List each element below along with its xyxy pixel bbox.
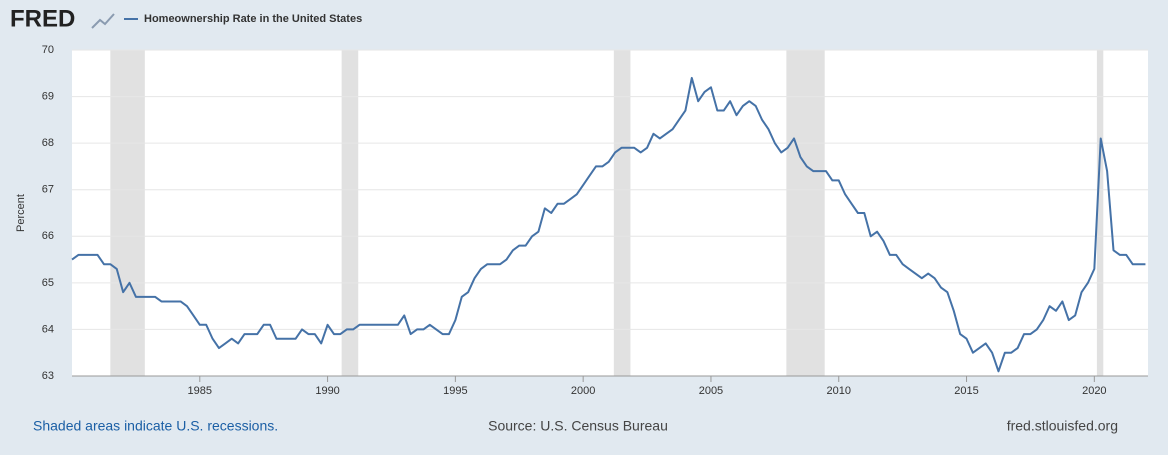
x-tick-label: 2015 xyxy=(954,385,978,397)
y-tick-label: 66 xyxy=(42,230,54,242)
recession-band xyxy=(613,50,631,376)
y-tick-label: 64 xyxy=(42,323,54,335)
recession-band xyxy=(786,50,825,376)
legend-label: Homeownership Rate in the United States xyxy=(144,13,362,25)
logo: FRED xyxy=(10,5,75,32)
y-tick-label: 67 xyxy=(42,184,54,196)
x-tick-label: 2020 xyxy=(1082,385,1106,397)
recession-band xyxy=(110,50,145,376)
recession-band xyxy=(341,50,359,376)
x-tick-label: 1995 xyxy=(443,385,467,397)
x-tick-label: 2010 xyxy=(827,385,851,397)
x-tick-label: 2005 xyxy=(699,385,723,397)
y-tick-label: 68 xyxy=(42,137,54,149)
x-tick-label: 2000 xyxy=(571,385,595,397)
y-tick-label: 63 xyxy=(42,370,54,382)
plot-area xyxy=(72,50,1148,376)
x-tick-label: 1990 xyxy=(315,385,339,397)
site: fred.stlouisfed.org xyxy=(1007,418,1118,434)
y-tick-label: 65 xyxy=(42,277,54,289)
y-axis-label: Percent xyxy=(15,194,27,232)
y-tick-label: 70 xyxy=(42,44,54,56)
logo-icon xyxy=(91,13,115,29)
recession-band xyxy=(1096,50,1104,376)
source: Source: U.S. Census Bureau xyxy=(488,418,668,434)
x-tick-label: 1985 xyxy=(188,385,212,397)
recession-note: Shaded areas indicate U.S. recessions. xyxy=(33,418,278,434)
y-tick-label: 69 xyxy=(42,90,54,102)
series-line xyxy=(71,76,1146,373)
